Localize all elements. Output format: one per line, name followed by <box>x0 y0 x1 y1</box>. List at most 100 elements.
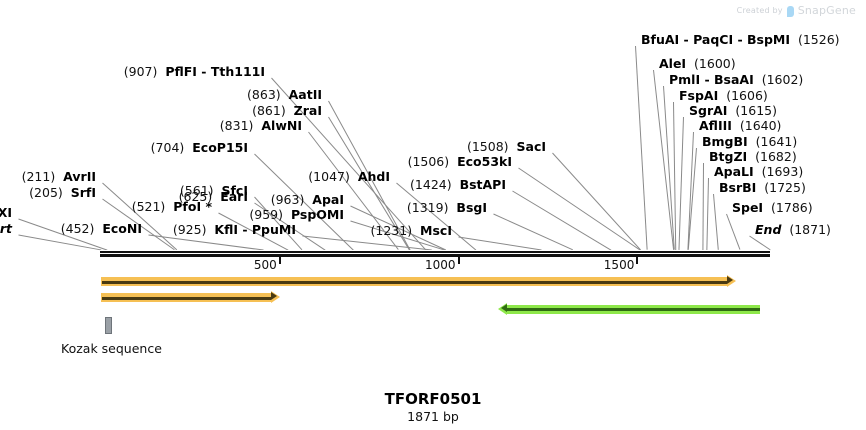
sequence-length-label: 1871 bp <box>407 409 459 424</box>
enzyme-site-label[interactable]: (1047) AhdI <box>308 170 390 184</box>
enzyme-name-label: BstXI <box>0 205 12 220</box>
enzyme-site-label[interactable]: (625) EarI <box>179 190 248 204</box>
feature-arrow-core <box>102 281 727 284</box>
enzyme-site-label[interactable]: (907) PflFI - Tth111I <box>124 65 265 79</box>
enzyme-name-label: SfcI <box>221 183 248 198</box>
feature-arrow-core <box>506 308 760 311</box>
enzyme-site-label[interactable]: (0) Start <box>0 222 12 236</box>
label-spacer <box>754 164 762 179</box>
enzyme-name-label: EarI <box>220 189 248 204</box>
enzyme-name-label: PflFI - Tth111I <box>165 64 265 79</box>
enzyme-site-label[interactable]: BtgZI (1682) <box>709 150 797 164</box>
enzyme-site-label[interactable]: (211) AvrII <box>22 170 96 184</box>
feature-arrowhead-core <box>271 292 277 300</box>
label-spacer <box>94 221 102 236</box>
feature-arrow[interactable] <box>498 303 760 315</box>
site-leader-line <box>458 236 542 251</box>
enzyme-site-label[interactable]: (521) PfoI * <box>132 200 212 214</box>
kozak-box-icon[interactable] <box>105 317 112 334</box>
enzyme-site-label[interactable]: (863) AatII <box>247 88 322 102</box>
site-position-label: (625) <box>178 189 213 204</box>
feature-arrow[interactable] <box>101 275 736 287</box>
enzyme-name-label: BmgBI <box>702 134 748 149</box>
enzyme-site-label[interactable]: (205) SrfI <box>29 186 96 200</box>
label-spacer <box>206 222 214 237</box>
site-position-label: (1640) <box>739 118 782 133</box>
site-position-label: (1526) <box>797 32 840 47</box>
site-position-label: (959) <box>249 207 283 222</box>
enzyme-name-label: SgrAI <box>689 103 728 118</box>
site-leader-line <box>518 167 641 251</box>
enzyme-site-label[interactable]: (1231) MscI <box>371 224 452 238</box>
watermark-created-by-label: Created by <box>736 6 783 15</box>
sequence-terminus-label: End <box>755 222 782 237</box>
enzyme-site-label[interactable]: SgrAI (1615) <box>689 104 777 118</box>
enzyme-name-label: SpeI <box>732 200 764 215</box>
enzyme-name-label: EcoP15I <box>192 140 248 155</box>
site-leader-line <box>749 235 771 251</box>
enzyme-site-label[interactable]: (925) KflI - PpuMI <box>173 223 296 237</box>
label-spacer <box>452 177 460 192</box>
watermark-brand-label: SnapGene <box>797 4 856 17</box>
site-position-label: (1319) <box>406 200 449 215</box>
enzyme-site-label[interactable]: BfuAI - PaqCI - BspMI (1526) <box>641 33 840 47</box>
enzyme-site-label[interactable]: (1508) SacI <box>467 140 546 154</box>
site-leader-line <box>706 177 709 251</box>
site-leader-line <box>635 45 648 251</box>
enzyme-site-label[interactable]: ApaLI (1693) <box>714 165 803 179</box>
sequence-terminus-label: Start <box>0 221 12 236</box>
site-position-label: (521) <box>131 199 166 214</box>
label-spacer <box>350 169 358 184</box>
label-spacer <box>286 103 294 118</box>
enzyme-site-label[interactable]: SpeI (1786) <box>732 201 813 215</box>
site-position-label: (1602) <box>761 72 804 87</box>
enzyme-site-label[interactable]: FspAI (1606) <box>679 89 768 103</box>
label-spacer <box>212 189 220 204</box>
feature-arrow-body <box>101 277 728 286</box>
ruler-tick-label: 1000 <box>425 258 456 272</box>
feature-arrow[interactable] <box>101 291 280 303</box>
enzyme-site-label[interactable]: (959) PspOMI <box>249 208 344 222</box>
enzyme-site-label[interactable]: (452) EcoNI <box>61 222 142 236</box>
enzyme-site-label[interactable]: AleI (1600) <box>659 57 736 71</box>
site-leader-line <box>713 193 719 251</box>
enzyme-name-label: AflIII <box>699 118 732 133</box>
enzyme-name-label: EcoNI <box>102 221 142 236</box>
enzyme-name-label: SacI <box>516 139 547 154</box>
enzyme-site-label[interactable]: PmlI - BsaAI (1602) <box>669 73 803 87</box>
label-spacer <box>412 223 420 238</box>
site-position-label: (1506) <box>407 154 450 169</box>
enzyme-site-label[interactable]: AflIII (1640) <box>699 119 781 133</box>
site-position-label: (1725) <box>764 180 806 195</box>
enzyme-site-label[interactable]: (1319) BsgI <box>407 201 487 215</box>
enzyme-site-label[interactable]: (1424) BstAPI <box>410 178 506 192</box>
feature-arrow-body <box>506 305 760 314</box>
site-leader-line <box>702 162 704 251</box>
enzyme-site-label[interactable]: (704) EcoP15I <box>151 141 248 155</box>
label-spacer <box>448 200 456 215</box>
enzyme-site-label[interactable]: (15) BstXI <box>0 206 12 220</box>
site-leader-line <box>102 182 178 251</box>
label-spacer <box>63 185 71 200</box>
ruler-tick <box>457 257 460 264</box>
enzyme-site-label[interactable]: (831) AlwNI <box>220 119 302 133</box>
label-spacer <box>449 154 457 169</box>
enzyme-site-label[interactable]: BsrBI (1725) <box>719 181 806 195</box>
feature-arrow-body <box>101 293 272 302</box>
enzyme-name-label: BsgI <box>456 200 487 215</box>
enzyme-name-label: AvrII <box>63 169 96 184</box>
enzyme-site-label[interactable]: (561) SfcI <box>180 184 248 198</box>
site-position-label: (452) <box>60 221 95 236</box>
label-spacer <box>509 139 517 154</box>
enzyme-site-label[interactable]: (861) ZraI <box>252 104 322 118</box>
enzyme-site-label[interactable]: (963) ApaI <box>271 193 344 207</box>
enzyme-site-label[interactable]: BmgBI (1641) <box>702 135 797 149</box>
snapgene-logo-icon <box>786 6 794 17</box>
sequence-backbone <box>100 250 770 257</box>
enzyme-name-label: BtgZI <box>709 149 748 164</box>
label-spacer <box>747 149 755 164</box>
enzyme-site-label[interactable]: End (1871) <box>755 223 831 237</box>
enzyme-site-label[interactable]: (1506) Eco53kI <box>408 155 512 169</box>
site-position-label: (963) <box>270 192 305 207</box>
